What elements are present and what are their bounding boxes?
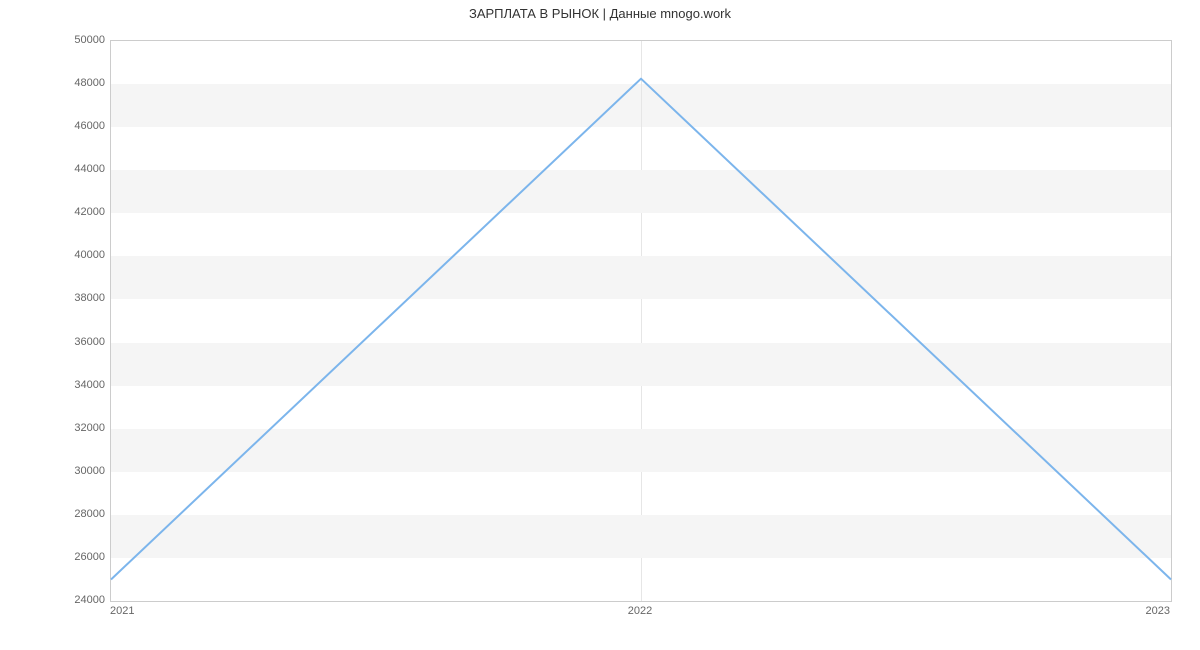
chart-container: ЗАРПЛАТА В РЫНОК | Данные mnogo.work 202… (0, 0, 1200, 650)
y-axis-label: 24000 (5, 594, 105, 606)
y-axis-label: 50000 (5, 34, 105, 46)
x-axis-label: 2023 (1146, 605, 1170, 617)
y-axis-label: 42000 (5, 206, 105, 218)
line-series (111, 41, 1171, 601)
y-axis-label: 48000 (5, 77, 105, 89)
y-axis-label: 44000 (5, 163, 105, 175)
y-axis-label: 26000 (5, 551, 105, 563)
x-axis-label: 2021 (110, 605, 134, 617)
x-axis-label: 2022 (628, 605, 652, 617)
y-axis-label: 40000 (5, 249, 105, 261)
chart-title: ЗАРПЛАТА В РЫНОК | Данные mnogo.work (0, 6, 1200, 21)
series-line (111, 79, 1171, 580)
y-axis-label: 34000 (5, 379, 105, 391)
y-axis-label: 36000 (5, 336, 105, 348)
y-axis-label: 46000 (5, 120, 105, 132)
y-axis-label: 38000 (5, 292, 105, 304)
y-axis-label: 30000 (5, 465, 105, 477)
y-axis-label: 32000 (5, 422, 105, 434)
y-axis-label: 28000 (5, 508, 105, 520)
plot-area (110, 40, 1172, 602)
